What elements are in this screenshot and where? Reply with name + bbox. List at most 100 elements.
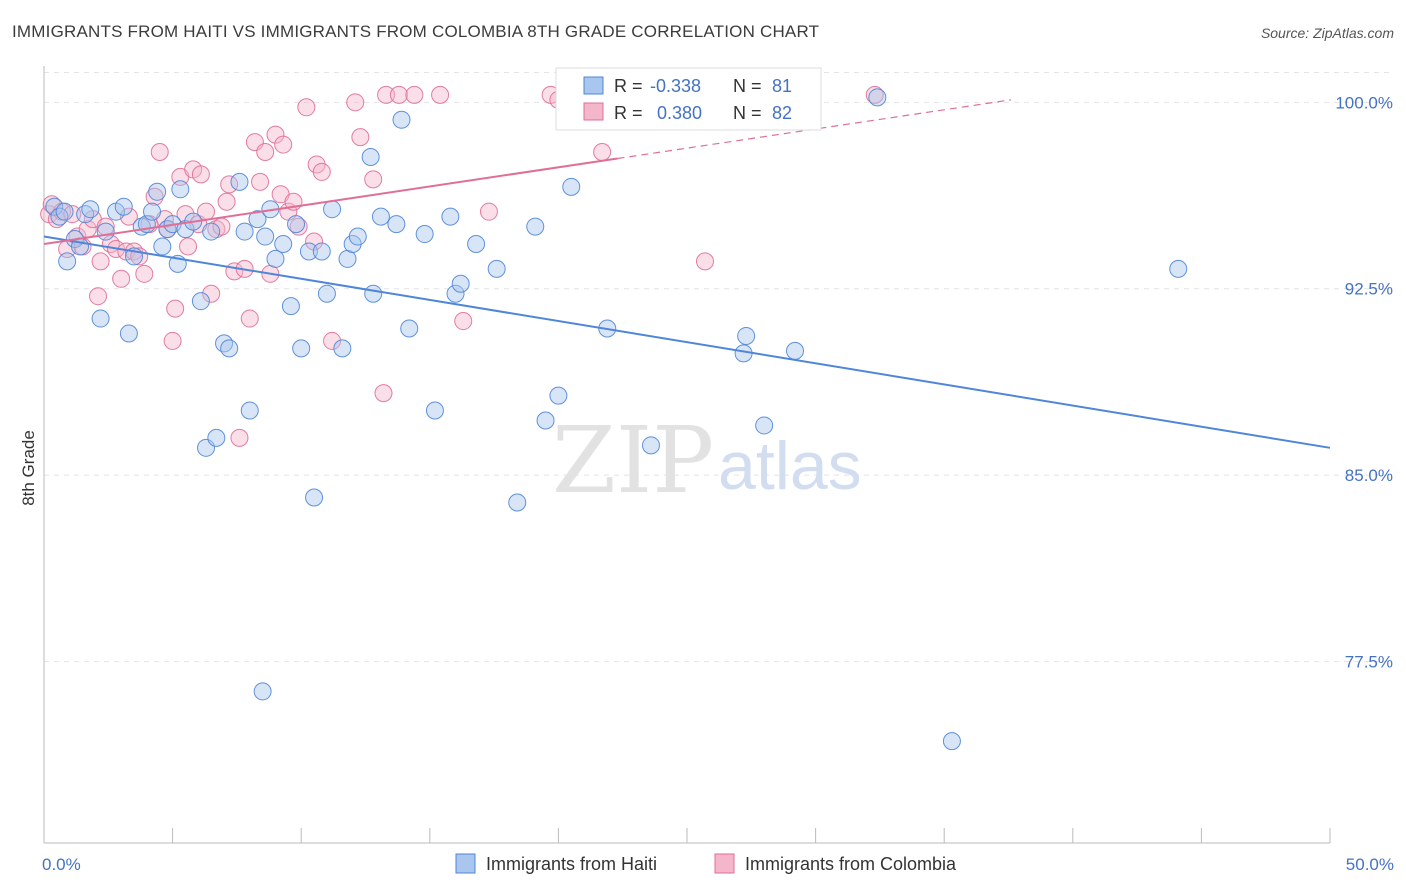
haiti-point: [536, 411, 555, 430]
haiti-point: [1169, 259, 1188, 278]
haiti-point: [240, 401, 259, 420]
colombia-point: [479, 202, 498, 221]
haiti-point: [371, 207, 390, 226]
colombia-point: [230, 428, 249, 447]
colombia-point: [454, 312, 473, 331]
source-note: Source: ZipAtlas.com: [1260, 25, 1394, 41]
legend-swatch-haiti: [455, 853, 476, 874]
y-tick-labels: 77.5% 85.0% 92.5% 100.0%: [1335, 93, 1393, 671]
haiti-point: [281, 297, 300, 316]
colombia-point: [351, 128, 370, 147]
haiti-point: [508, 493, 527, 512]
y-tick-label: 77.5%: [1345, 653, 1393, 672]
stats-haiti-r-label: R =: [614, 76, 643, 96]
stats-haiti-n: 81: [772, 76, 792, 96]
haiti-point: [392, 110, 411, 129]
colombia-point: [135, 264, 154, 283]
haiti-point: [361, 147, 380, 166]
haiti-point: [549, 386, 568, 405]
colombia-point: [374, 384, 393, 403]
haiti-point: [562, 177, 581, 196]
haiti-point: [400, 319, 419, 338]
chart-title: IMMIGRANTS FROM HAITI VS IMMIGRANTS FROM…: [12, 22, 820, 41]
haiti-point: [55, 202, 74, 221]
haiti-point: [202, 222, 221, 241]
colombia-point: [240, 309, 259, 328]
y-tick-label: 100.0%: [1335, 93, 1393, 112]
haiti-point: [942, 732, 961, 751]
stats-box: R = -0.338 N = 81 R = 0.380 N = 82: [555, 67, 822, 131]
legend-swatch-colombia: [714, 853, 735, 874]
colombia-point: [389, 85, 408, 104]
haiti-point: [441, 207, 460, 226]
haiti-point: [348, 227, 367, 246]
stats-haiti-n-label: N =: [733, 76, 762, 96]
colombia-point: [150, 143, 169, 162]
colombia-point: [217, 192, 236, 211]
colombia-point: [305, 232, 324, 251]
colombia-point: [266, 125, 285, 144]
haiti-point: [487, 259, 506, 278]
colombia-point: [405, 85, 424, 104]
haiti-point: [299, 242, 318, 261]
colombia-point: [274, 135, 293, 154]
colombia-point: [256, 143, 275, 162]
stats-swatch-haiti: [583, 76, 604, 95]
y-tick-label: 85.0%: [1345, 466, 1393, 485]
y-tick-label: 92.5%: [1345, 280, 1393, 299]
haiti-point: [364, 284, 383, 303]
haiti-point: [248, 210, 267, 229]
haiti-point: [868, 88, 887, 107]
haiti-point: [220, 339, 239, 358]
colombia-point: [346, 93, 365, 112]
haiti-point: [96, 222, 115, 241]
colombia-point: [289, 217, 308, 236]
colombia-point: [297, 98, 316, 117]
colombia-point: [865, 85, 884, 104]
watermark-atlas: atlas: [718, 428, 862, 504]
haiti-point: [215, 334, 234, 353]
haiti-point: [148, 182, 167, 201]
haiti-point: [119, 324, 138, 343]
haiti-point: [91, 309, 110, 328]
haiti-point: [312, 242, 331, 261]
haiti-point: [292, 339, 311, 358]
colombia-point: [202, 284, 221, 303]
colombia-point: [593, 143, 612, 162]
haiti-point: [755, 416, 774, 435]
haiti-point: [45, 197, 64, 216]
stats-colombia-r-label: R =: [614, 103, 643, 123]
haiti-point: [76, 205, 95, 224]
grid-lines: [44, 71, 1392, 663]
haiti-point: [425, 401, 444, 420]
x-tick-label-min: 0.0%: [42, 855, 81, 874]
haiti-point: [317, 284, 336, 303]
colombia-point: [312, 162, 331, 181]
haiti-point: [114, 197, 133, 216]
haiti-point: [737, 326, 756, 345]
colombia-trend-line: [43, 157, 618, 245]
colombia-point: [251, 172, 270, 191]
haiti-point: [786, 341, 805, 360]
haiti-point: [287, 215, 306, 234]
haiti-point: [171, 180, 190, 199]
colombia-point: [145, 187, 164, 206]
haiti-point: [266, 249, 285, 268]
y-axis-label: 8th Grade: [19, 430, 38, 506]
stats-colombia-r: 0.380: [657, 103, 702, 123]
stats-colombia-n-label: N =: [733, 103, 762, 123]
haiti-point: [415, 225, 434, 244]
legend-label-colombia: Immigrants from Colombia: [745, 854, 957, 874]
haiti-point: [230, 172, 249, 191]
x-tick-label-max: 50.0%: [1346, 855, 1394, 874]
legend: Immigrants from Haiti Immigrants from Co…: [455, 853, 957, 874]
haiti-point: [256, 227, 275, 246]
colombia-point: [207, 220, 226, 239]
stats-haiti-r: -0.338: [650, 76, 701, 96]
haiti-point: [153, 237, 172, 256]
colombia-point: [431, 85, 450, 104]
haiti-point: [323, 200, 342, 219]
colombia-point: [163, 331, 182, 350]
haiti-point: [333, 339, 352, 358]
